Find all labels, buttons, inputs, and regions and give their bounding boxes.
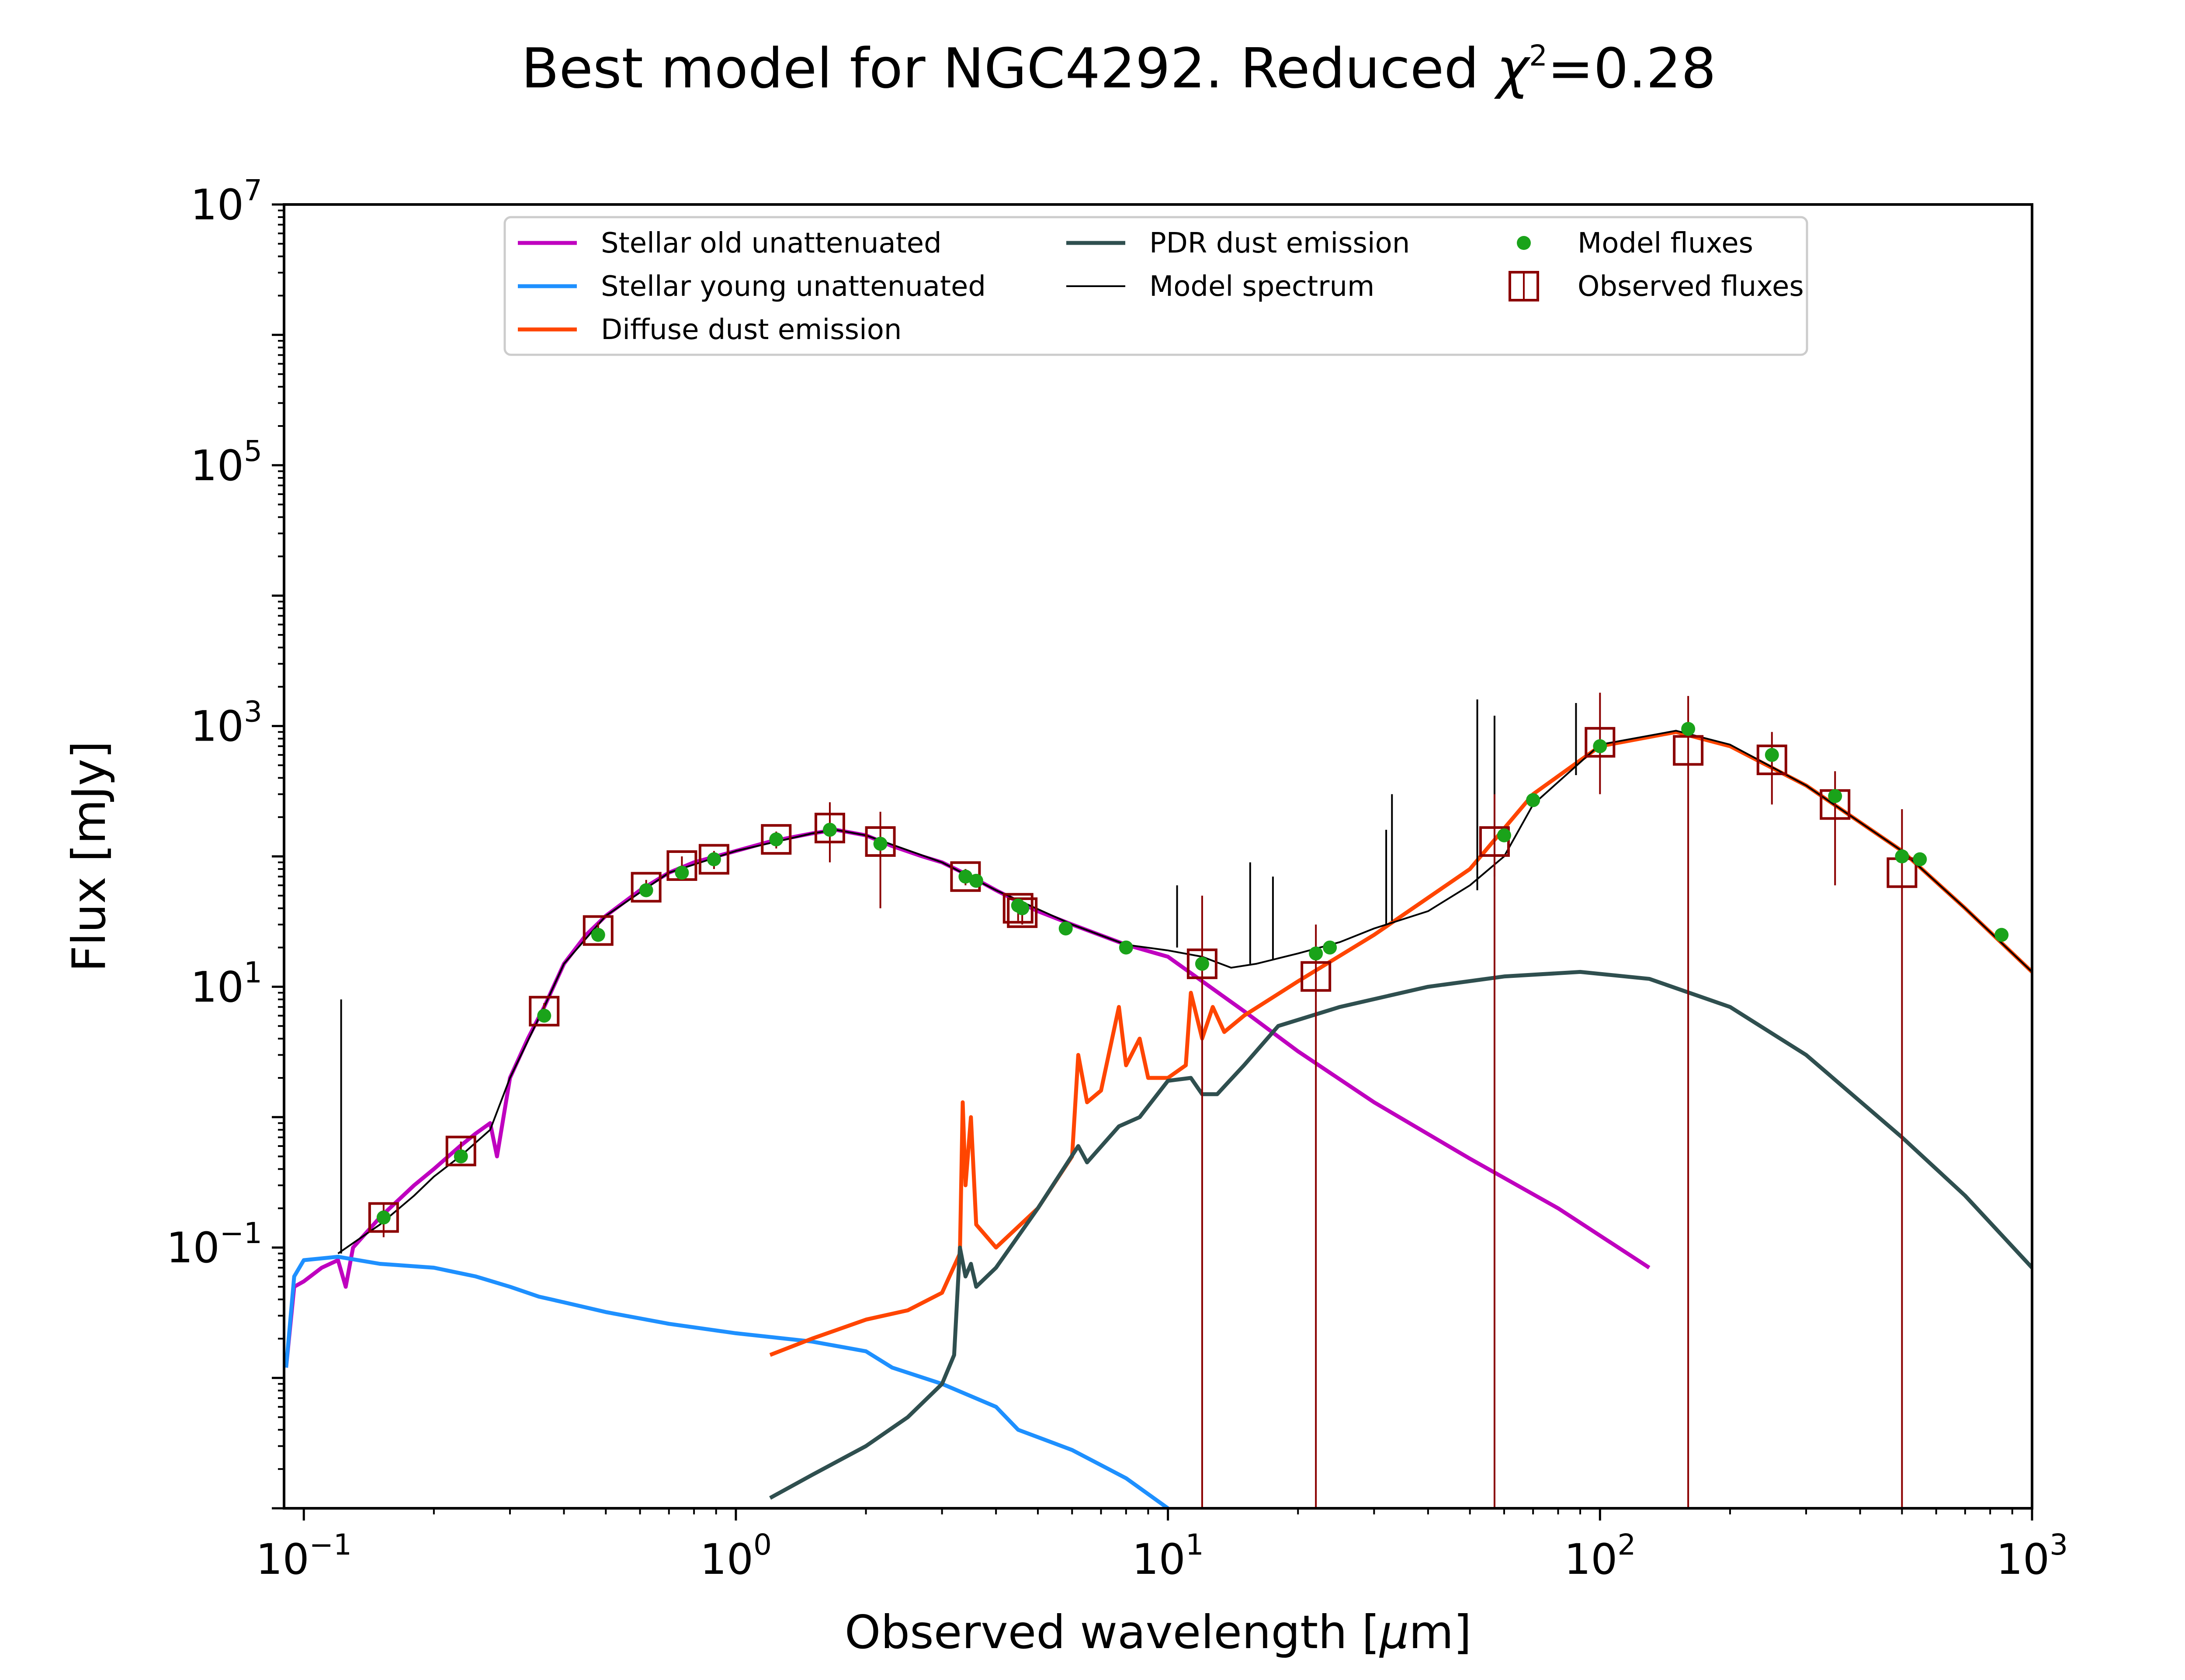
model-flux-point <box>969 873 983 888</box>
observed-flux-marker <box>1585 727 1616 758</box>
observed-flux-marker <box>1756 745 1787 776</box>
model-flux-point <box>639 883 653 897</box>
y-tick-label: 101 <box>191 956 262 1011</box>
observed-flux-marker <box>631 872 662 903</box>
model-flux-point <box>1015 901 1030 915</box>
model-flux-point <box>873 837 888 851</box>
legend-item: PDR dust emission <box>1066 227 1410 260</box>
x-tick-label: 103 <box>1996 1528 2068 1584</box>
legend-label: Observed fluxes <box>1578 270 1804 303</box>
x-tick-label: 102 <box>1564 1528 1636 1584</box>
model-flux-point <box>1593 739 1607 753</box>
y-tick-label: 107 <box>191 173 262 229</box>
legend-item: Stellar old unattenuated <box>518 227 942 260</box>
legend: Stellar old unattenuated Stellar young un… <box>503 216 1808 356</box>
observed-flux-marker <box>1007 897 1038 928</box>
observed-flux-marker <box>1186 948 1217 979</box>
model-flux-point <box>1994 928 2009 942</box>
y-axis-label: Flux [mJy] <box>62 741 116 972</box>
y-tick-label: 103 <box>191 695 262 751</box>
y-tick-label: 105 <box>191 434 262 490</box>
legend-box <box>503 216 1808 356</box>
model-flux-point <box>1526 793 1540 807</box>
observed-flux-marker <box>1673 735 1704 766</box>
legend-item: Stellar young unattenuated <box>518 270 986 303</box>
legend-item: Model fluxes <box>1517 227 1753 260</box>
x-tick-label: 100 <box>700 1528 772 1584</box>
model-flux-point <box>1828 789 1842 804</box>
model-flux-point <box>454 1149 468 1164</box>
model-flux-point <box>675 866 689 880</box>
model-flux-point <box>1913 852 1927 866</box>
legend-label: Stellar young unattenuated <box>601 270 986 303</box>
model-flux-point <box>1681 722 1696 736</box>
legend-label: Diffuse dust emission <box>601 314 902 346</box>
model-flux-point <box>769 832 784 847</box>
legend-item: Diffuse dust emission <box>518 314 902 346</box>
model-flux-point <box>958 869 973 884</box>
legend-label: Model spectrum <box>1149 270 1374 303</box>
x-axis-label: Observed wavelength [μm] <box>845 1606 1472 1659</box>
observed-flux-marker <box>1479 826 1510 857</box>
y-tick-label: 10−1 <box>166 1216 262 1272</box>
model-flux-point <box>1323 940 1337 955</box>
legend-item: Model spectrum <box>1066 270 1374 303</box>
observed-flux-marker <box>1301 961 1332 992</box>
observed-flux-marker <box>761 824 792 855</box>
observed-flux-marker <box>698 844 729 875</box>
chart-title: Best model for NGC4292. Reduced χ2=0.28 <box>521 36 1716 100</box>
model-flux-point <box>1119 940 1133 955</box>
observed-flux-marker <box>865 826 896 857</box>
legend-item: Observed fluxes <box>1509 270 1804 303</box>
model-flux-point <box>1195 956 1209 971</box>
observed-flux-marker <box>445 1136 476 1167</box>
x-tick-label: 10−1 <box>256 1528 352 1584</box>
ticks-layer: 10−1 100 101 102 103 10−1 101 103 105 107 <box>166 173 2068 1584</box>
legend-dot-swatch <box>1517 236 1531 250</box>
observed-flux-marker <box>583 915 614 946</box>
legend-label: PDR dust emission <box>1149 227 1410 260</box>
model-flux-point <box>1058 921 1073 935</box>
observed-flux-marker <box>814 813 845 844</box>
legend-label: Model fluxes <box>1578 227 1753 260</box>
legend-label: Stellar old unattenuated <box>601 227 942 260</box>
model-flux-point <box>376 1210 391 1225</box>
series-line-3 <box>769 970 2032 1500</box>
model-flux-point <box>1309 946 1323 961</box>
model-flux-point <box>1895 849 1909 863</box>
model-flux-point <box>1497 828 1511 842</box>
model-flux-point <box>1765 748 1779 762</box>
x-tick-label: 101 <box>1132 1528 1204 1584</box>
model-flux-point <box>537 1008 551 1023</box>
series-line-1 <box>284 1254 1169 1508</box>
observed-flux-marker <box>529 996 560 1027</box>
model-flux-point <box>707 852 721 866</box>
model-flux-point <box>591 928 605 942</box>
errorbar-layer <box>368 693 1918 1508</box>
observed-flux-marker <box>1002 893 1034 924</box>
points-layer <box>376 722 2009 1225</box>
model-flux-point <box>822 823 837 837</box>
observed-flux-marker <box>368 1202 399 1233</box>
